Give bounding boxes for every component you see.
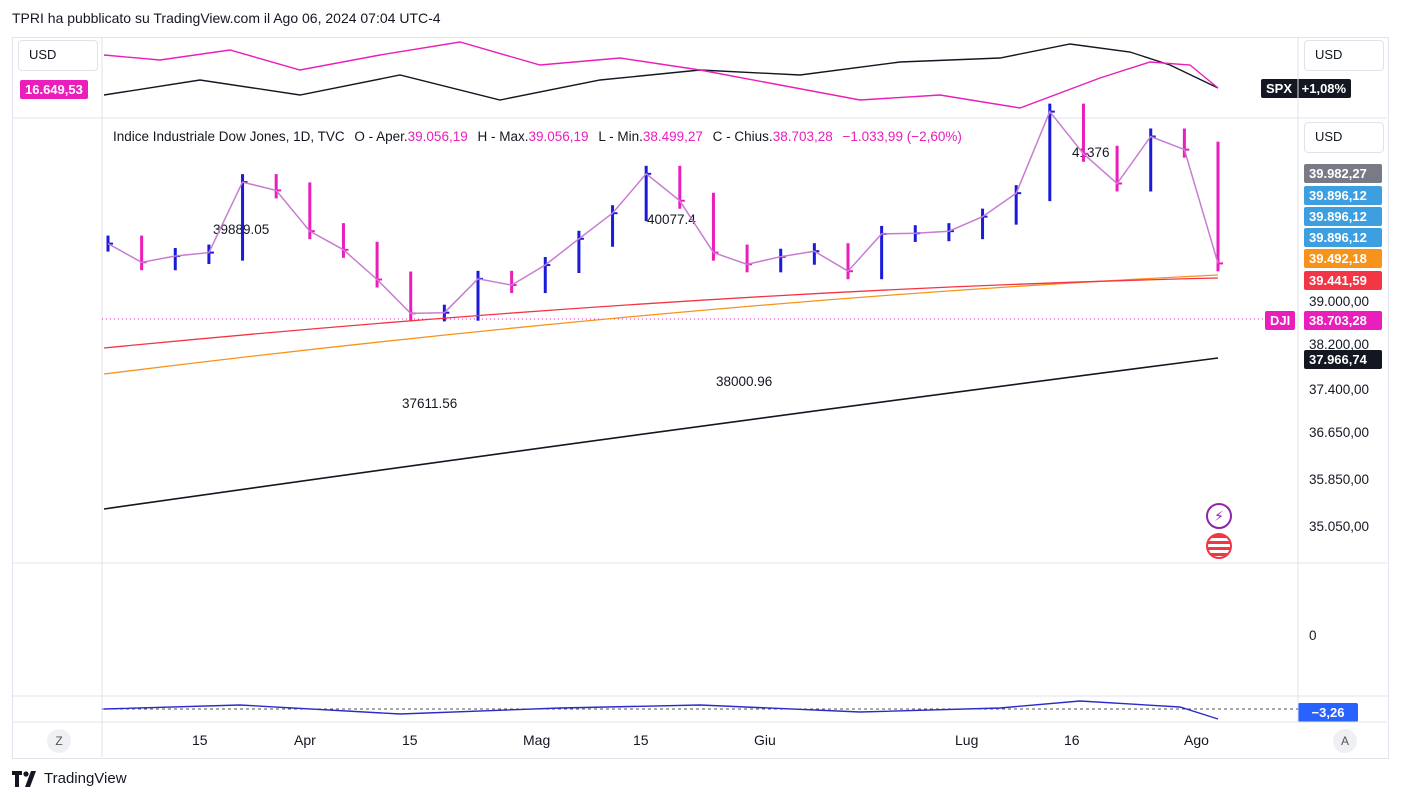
compare-spx-line	[103, 43, 1219, 101]
time-axis-label: Lug	[955, 732, 979, 748]
indicator-zero-label: 0	[1309, 628, 1317, 643]
compare-symbol: SPX	[1266, 81, 1293, 96]
price-tag-black: 37.966,74	[1304, 350, 1382, 369]
indicator-line	[103, 700, 1219, 720]
compare-symbol-tag: SPX +1,08%	[1261, 79, 1352, 98]
brand-name: TradingView	[44, 770, 127, 787]
time-axis-label: 15	[402, 732, 418, 748]
auto-scale-button[interactable]: A	[1333, 729, 1357, 753]
price-tag-gray: 39.982,27	[1304, 164, 1382, 183]
symbol-legend: Indice Industriale Dow Jones, 1D, TVC O …	[113, 129, 962, 144]
legend-close: 38.703,28	[772, 129, 833, 144]
price-axis-label: 37.400,00	[1309, 382, 1370, 397]
compare-dji-line	[103, 41, 1219, 109]
tradingview-logo-icon	[12, 770, 36, 787]
moving-average-line	[103, 274, 1219, 375]
legend-open: 39.056,19	[407, 129, 468, 144]
us-flag-event-icon[interactable]	[1206, 533, 1232, 559]
price-tag-last: 38.703,28	[1304, 311, 1382, 330]
published-header: TPRI ha pubblicato su TradingView.com il…	[12, 10, 441, 26]
price-tag-red: 39.441,59	[1304, 271, 1382, 290]
currency-button-top-left[interactable]: USD	[18, 40, 98, 71]
price-tag-blue: 39.896,12	[1304, 186, 1382, 205]
time-axis-label: Apr	[294, 732, 316, 748]
legend-symbol-name: Indice Industriale Dow Jones, 1D, TVC	[113, 129, 345, 144]
legend-low: 38.499,27	[642, 129, 703, 144]
moving-average-line	[103, 277, 1219, 349]
price-axis-label: 39.000,00	[1309, 294, 1370, 309]
time-axis-label: 16	[1064, 732, 1080, 748]
tradingview-footer: TradingView	[12, 770, 127, 787]
legend-low-label: L - Min.	[598, 129, 643, 144]
annotation-low-may: 38000.96	[716, 374, 773, 389]
price-tag-blue: 39.896,12	[1304, 228, 1382, 247]
price-axis-label: 35.050,00	[1309, 519, 1370, 534]
annotation-high-july: 41376	[1072, 145, 1110, 160]
zoom-left-button[interactable]: Z	[47, 729, 71, 753]
time-axis-label: 15	[192, 732, 208, 748]
price-axis-label: 36.650,00	[1309, 425, 1370, 440]
legend-change: −1.033,99 (−2,60%)	[842, 129, 962, 144]
time-axis-label: Mag	[523, 732, 551, 748]
symbol-tag: DJI	[1265, 311, 1296, 330]
currency-button-main[interactable]: USD	[1304, 122, 1384, 153]
compare-change: +1,08%	[1301, 81, 1347, 96]
close-line	[107, 110, 1219, 315]
price-tag-blue: 39.896,12	[1304, 207, 1382, 226]
long-moving-average-line	[103, 357, 1219, 510]
lightning-event-icon[interactable]: ⚡	[1206, 503, 1232, 529]
time-axis-label: 15	[633, 732, 649, 748]
price-axis-label: 38.200,00	[1309, 337, 1370, 352]
indicator-value-tag: −3,26	[1298, 703, 1358, 722]
price-axis-label: 35.850,00	[1309, 472, 1370, 487]
price-tag-orange: 39.492,18	[1304, 249, 1382, 268]
annotation-high-may: 40077.4	[647, 212, 696, 227]
legend-close-label: C - Chius.	[712, 129, 773, 144]
legend-open-label: O - Aper.	[354, 129, 408, 144]
chart-frame	[12, 37, 1389, 759]
annotation-low-april: 37611.56	[402, 396, 458, 411]
legend-high-label: H - Max.	[477, 129, 529, 144]
currency-button-top-right[interactable]: USD	[1304, 40, 1384, 71]
legend-high: 39.056,19	[528, 129, 589, 144]
time-axis-label: Ago	[1184, 732, 1209, 748]
compare-left-value-tag: 16.649,53	[20, 80, 88, 99]
time-axis-label: Giu	[754, 732, 776, 748]
